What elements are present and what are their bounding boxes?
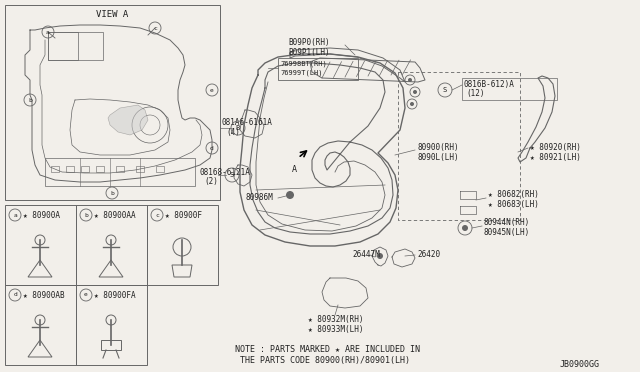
- Bar: [147, 205, 218, 285]
- Text: (4): (4): [226, 128, 240, 137]
- Bar: [136, 166, 144, 172]
- Bar: [48, 32, 103, 60]
- Text: NOTE : PARTS MARKED ★ ARE INCLUDED IN: NOTE : PARTS MARKED ★ ARE INCLUDED IN: [235, 345, 420, 354]
- Text: THE PARTS CODE 80900(RH)/80901(LH): THE PARTS CODE 80900(RH)/80901(LH): [240, 356, 410, 365]
- Circle shape: [408, 78, 412, 82]
- Text: e: e: [210, 87, 214, 93]
- Bar: [5, 5, 220, 200]
- Bar: [278, 58, 358, 80]
- Text: 26447M: 26447M: [352, 250, 380, 259]
- Text: ★ 80900AA: ★ 80900AA: [94, 211, 136, 220]
- Text: ★ 80920(RH): ★ 80920(RH): [530, 143, 581, 152]
- Text: 8090L(LH): 8090L(LH): [417, 153, 459, 162]
- Circle shape: [377, 253, 383, 259]
- Text: b: b: [84, 212, 88, 218]
- Circle shape: [286, 191, 294, 199]
- Text: B09P0(RH): B09P0(RH): [288, 38, 330, 47]
- Bar: [101, 340, 121, 350]
- Text: 76999T(LH): 76999T(LH): [280, 69, 323, 76]
- Text: ★ 80900F: ★ 80900F: [165, 211, 202, 220]
- Text: 08168-6121A: 08168-6121A: [200, 168, 251, 177]
- Text: (2): (2): [204, 177, 218, 186]
- Text: (12): (12): [466, 89, 484, 98]
- Text: S: S: [443, 87, 447, 93]
- Bar: [96, 166, 104, 172]
- Text: ★ 80900AB: ★ 80900AB: [23, 291, 65, 300]
- Text: e: e: [84, 292, 88, 298]
- Bar: [5, 205, 76, 285]
- Text: d: d: [210, 145, 214, 151]
- Bar: [156, 166, 164, 172]
- Text: 80945N(LH): 80945N(LH): [484, 228, 531, 237]
- Text: B09P1(LH): B09P1(LH): [288, 48, 330, 57]
- Text: 80900(RH): 80900(RH): [417, 143, 459, 152]
- Text: b: b: [110, 190, 114, 196]
- Text: 0816B-612)A: 0816B-612)A: [464, 80, 515, 89]
- Text: ★ 80682(RH): ★ 80682(RH): [488, 190, 539, 199]
- Text: VIEW A: VIEW A: [96, 10, 128, 19]
- Circle shape: [462, 225, 468, 231]
- Text: JB0900GG: JB0900GG: [560, 360, 600, 369]
- Circle shape: [413, 90, 417, 94]
- Bar: [5, 285, 76, 365]
- Text: a: a: [13, 212, 17, 218]
- Text: b: b: [28, 97, 32, 103]
- Text: 26420: 26420: [417, 250, 440, 259]
- Bar: [81, 166, 89, 172]
- Text: c: c: [155, 212, 159, 218]
- Text: ★ 80921(LH): ★ 80921(LH): [530, 153, 581, 162]
- Text: d: d: [13, 292, 17, 298]
- Text: ★ 80683(LH): ★ 80683(LH): [488, 200, 539, 209]
- Bar: [116, 166, 124, 172]
- Bar: [76, 285, 147, 365]
- Text: ★ 80932M(RH): ★ 80932M(RH): [308, 315, 364, 324]
- Text: S: S: [230, 172, 234, 178]
- Bar: [45, 158, 195, 186]
- Text: 081A6-6161A: 081A6-6161A: [222, 118, 273, 127]
- Text: A: A: [292, 165, 297, 174]
- Text: 80986M: 80986M: [246, 193, 274, 202]
- Circle shape: [410, 102, 414, 106]
- Text: 80944N(RH): 80944N(RH): [484, 218, 531, 227]
- Polygon shape: [108, 105, 148, 135]
- Text: c: c: [153, 26, 157, 31]
- Bar: [48, 32, 78, 60]
- Text: ★ 80933M(LH): ★ 80933M(LH): [308, 325, 364, 334]
- Bar: [462, 78, 557, 100]
- Text: a: a: [46, 29, 50, 35]
- Bar: [76, 205, 147, 285]
- Text: ★ 80900FA: ★ 80900FA: [94, 291, 136, 300]
- Bar: [66, 166, 74, 172]
- Bar: [51, 166, 59, 172]
- Text: B: B: [236, 125, 240, 131]
- Text: ★ 80900A: ★ 80900A: [23, 211, 60, 220]
- Text: 76998BT(RH): 76998BT(RH): [280, 60, 327, 67]
